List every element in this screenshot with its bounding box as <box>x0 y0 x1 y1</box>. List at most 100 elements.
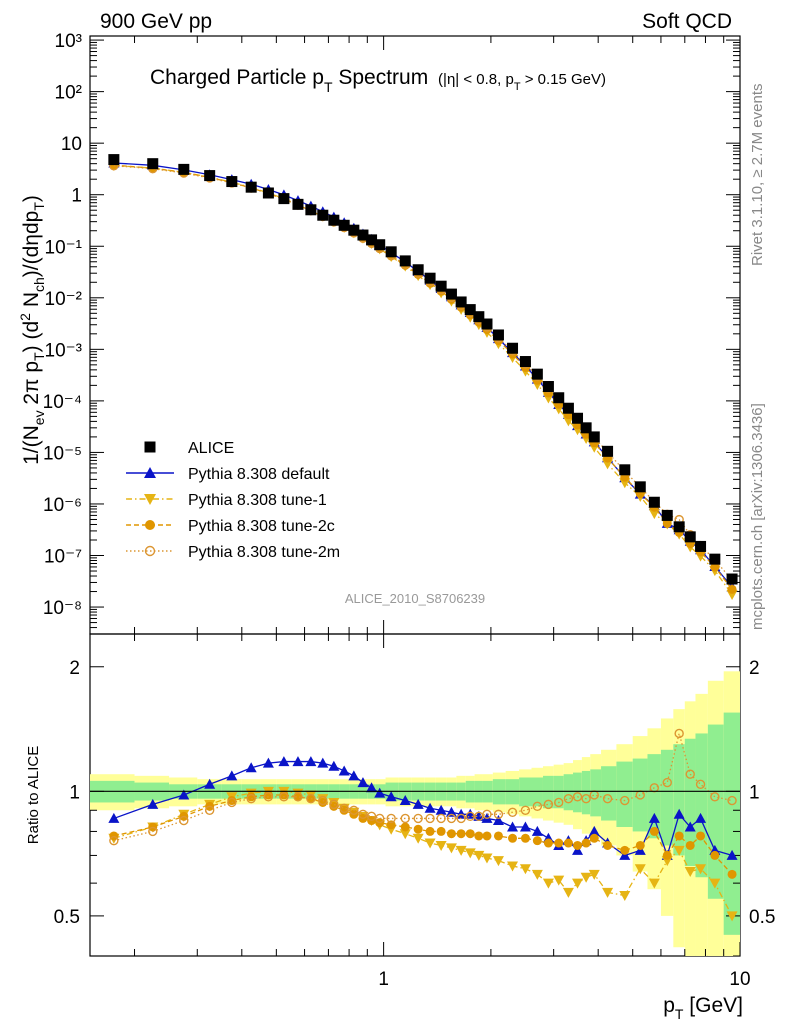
data-point-ratio <box>619 849 631 860</box>
data-point-ratio <box>339 803 349 813</box>
data-point-ratio <box>684 867 696 878</box>
data-point-ratio <box>464 848 476 859</box>
band-green <box>684 738 696 867</box>
uncertainty-bands <box>90 671 740 956</box>
data-point-ratio <box>619 891 631 902</box>
alice-point <box>673 521 685 533</box>
legend-label: ALICE <box>188 440 234 457</box>
alice-point <box>262 187 274 199</box>
data-point-ratio <box>328 760 340 771</box>
data-point-ratio <box>474 831 484 841</box>
data-point-ratio <box>727 795 737 806</box>
data-point-ratio <box>425 826 435 836</box>
data-point-ratio <box>482 831 492 841</box>
y-axis-label-bottom: Ratio to ALICE <box>25 746 42 844</box>
y-tick-label: 10² <box>55 83 82 104</box>
data-point-ratio <box>148 826 158 837</box>
data-point-ratio <box>532 801 543 812</box>
data-point-ratio <box>674 831 684 841</box>
data-point-ratio <box>445 806 457 817</box>
alice-point <box>385 246 397 258</box>
data-point-ratio <box>572 792 583 802</box>
y-tick-label: 10⁻³ <box>45 340 83 361</box>
alice-point <box>542 381 554 393</box>
data-point-ratio <box>227 797 237 808</box>
data-point-ratio <box>709 878 721 889</box>
data-point-ratio <box>648 812 660 823</box>
band-green <box>542 775 554 809</box>
data-point-ratio <box>318 797 328 807</box>
alice-point <box>204 170 216 182</box>
title-word: Spectrum <box>333 66 429 89</box>
alice-point <box>147 158 159 170</box>
alice-point <box>348 224 360 236</box>
data-point-ratio <box>492 856 504 867</box>
data-point-ratio <box>507 861 519 872</box>
data-point-ratio <box>366 782 378 793</box>
alice-point <box>695 540 707 552</box>
alice-point <box>562 402 574 414</box>
legend-marker <box>145 520 155 530</box>
data-point-ratio <box>531 869 543 880</box>
alice-point <box>602 445 614 457</box>
alice-point <box>588 431 600 443</box>
data-point-top <box>562 416 574 427</box>
x-tick-label: 10 <box>729 969 750 990</box>
data-point-ratio <box>456 829 466 839</box>
plot-title: Charged Particle pT Spectrum (|η| < 0.8,… <box>150 66 606 95</box>
alice-point <box>507 342 519 354</box>
data-point-ratio <box>602 793 613 804</box>
y-tick-label: 10⁻⁸ <box>43 598 82 619</box>
data-point-ratio <box>492 815 504 826</box>
band-green <box>695 733 708 878</box>
alice-point <box>226 176 238 188</box>
data-point-ratio <box>412 833 424 844</box>
data-point-ratio <box>305 756 317 767</box>
alice-point <box>412 264 424 276</box>
data-point-ratio <box>684 821 696 832</box>
band-green <box>553 775 564 809</box>
data-point-ratio <box>508 833 518 843</box>
legend-marker <box>144 545 156 557</box>
data-point-ratio <box>726 911 738 922</box>
data-point-ratio <box>531 825 543 836</box>
data-point-ratio <box>554 838 564 848</box>
alice-point <box>661 509 673 521</box>
data-point-ratio <box>293 792 303 802</box>
band-green <box>673 744 685 856</box>
data-point-ratio <box>413 824 423 834</box>
band-green <box>601 766 617 821</box>
data-point-ratio <box>532 836 542 846</box>
data-point-ratio <box>543 838 553 848</box>
alice-point <box>580 422 592 434</box>
alice-point <box>445 288 457 300</box>
data-point-ratio <box>572 878 584 889</box>
alice-point <box>366 234 378 246</box>
x-tick-label: 1 <box>378 969 389 990</box>
legend-marker <box>144 467 156 478</box>
alice-point <box>634 481 646 493</box>
alice-point <box>481 318 493 330</box>
data-point-ratio <box>519 864 531 875</box>
band-green <box>581 770 591 815</box>
title-cut-end: > 0.15 GeV) <box>521 71 606 88</box>
side-label-mcplots: mcplots.cern.ch [arXiv:1306.3436] <box>749 403 766 630</box>
data-point-ratio <box>425 813 435 824</box>
alice-point <box>338 219 350 231</box>
data-point-ratio <box>204 778 216 789</box>
data-point-ratio <box>685 769 695 779</box>
data-point-ratio <box>413 813 423 824</box>
data-point-top <box>727 584 737 594</box>
alice-point <box>726 573 738 585</box>
band-green <box>647 754 661 839</box>
alice-point <box>278 193 290 205</box>
data-point-ratio <box>482 809 492 820</box>
y-tick-label: 1 <box>71 186 82 207</box>
band-green <box>563 774 574 811</box>
alice-point <box>357 229 369 241</box>
data-point-ratio <box>620 845 630 855</box>
alice-point <box>245 181 257 193</box>
data-point-ratio <box>662 850 672 860</box>
data-point-ratio <box>520 805 531 815</box>
alice-point <box>317 209 329 221</box>
